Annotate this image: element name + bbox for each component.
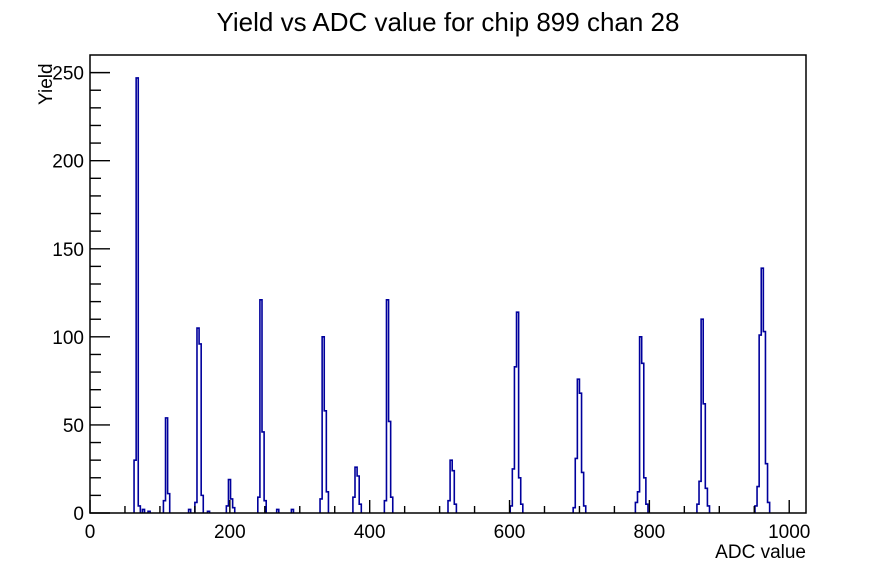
plot-frame-and-axes: 0 200 400 600 800 1000 0 50 100 150 200 250: [52, 54, 810, 543]
histogram-peak: [225, 478, 236, 513]
y-tick-label: 200: [52, 152, 84, 173]
chart-title: Yield vs ADC value for chip 899 chan 28: [217, 7, 680, 37]
histogram-peak: [194, 327, 205, 513]
y-tick-label: 250: [52, 64, 84, 85]
x-tick-label: 200: [214, 522, 246, 543]
histogram-peak: [352, 466, 363, 513]
histogram-peak: [187, 508, 192, 513]
y-tick-label: 100: [52, 328, 84, 349]
histogram-peak: [147, 510, 151, 513]
histogram-peak: [696, 318, 711, 513]
x-axis-title: ADC value: [715, 542, 806, 563]
histogram-peak: [634, 336, 649, 513]
histogram-peak: [572, 378, 587, 513]
x-tick-label: 1000: [768, 522, 810, 543]
histogram-series: [133, 77, 771, 513]
y-tick-label: 50: [63, 416, 84, 437]
histogram-peak: [509, 311, 524, 513]
x-tick-label: 600: [494, 522, 526, 543]
histogram-peak: [447, 459, 458, 513]
histogram-peak: [162, 417, 171, 513]
histogram-peak: [383, 299, 394, 513]
histogram-peak: [141, 508, 146, 513]
histogram-peak: [133, 77, 142, 513]
histogram-peak: [319, 336, 330, 513]
x-tick-label: 400: [354, 522, 386, 543]
y-tick-label: 0: [73, 504, 84, 525]
histogram-peak: [206, 510, 211, 513]
x-tick-label: 800: [634, 522, 666, 543]
y-tick-label: 150: [52, 240, 84, 261]
histogram-peak: [275, 508, 280, 513]
histogram-peak: [290, 508, 295, 513]
histogram-peak: [257, 299, 267, 513]
y-axis-title: Yield: [36, 63, 57, 105]
histogram-peak: [754, 267, 771, 513]
x-tick-label: 0: [85, 522, 96, 543]
